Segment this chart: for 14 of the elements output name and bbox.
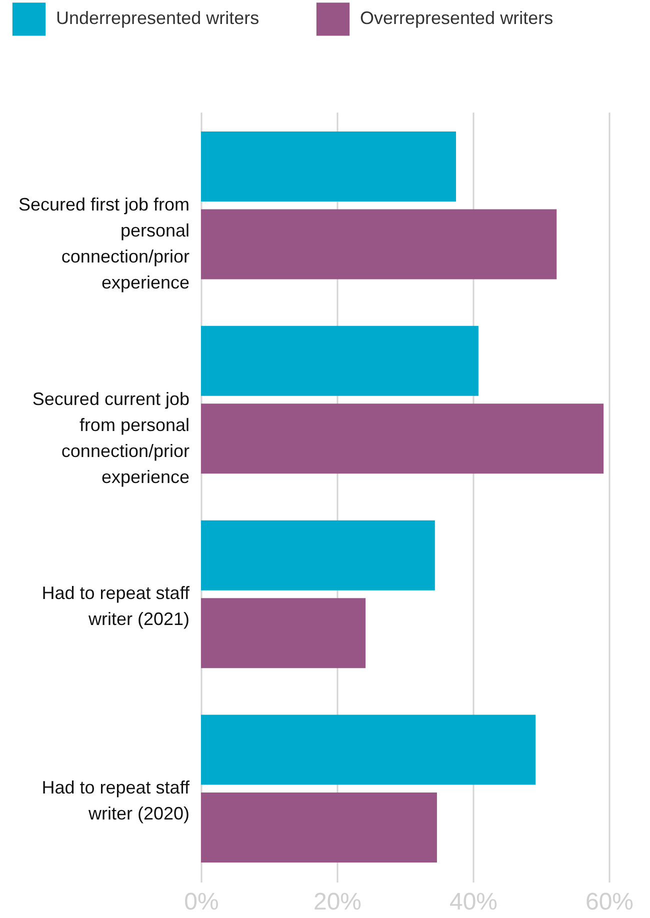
bar — [201, 404, 604, 474]
bar — [201, 598, 366, 668]
y-tick-label: Secured first job from personal connection/prior experience — [18, 194, 190, 292]
bar — [201, 131, 456, 202]
legend-label: Overrepresented writers — [360, 8, 554, 28]
legend-label: Underrepresented writers — [56, 8, 260, 28]
bar — [201, 326, 478, 396]
bar — [201, 714, 536, 785]
y-tick-label: Had to repeat staff writer (2021) — [42, 583, 190, 630]
y-tick-label: Had to repeat staff writer (2020) — [42, 778, 190, 824]
y-tick-label: Secured current job from personal connection/prior experience — [32, 388, 190, 487]
bar — [201, 520, 435, 590]
bar — [201, 209, 557, 280]
bar — [201, 792, 437, 863]
